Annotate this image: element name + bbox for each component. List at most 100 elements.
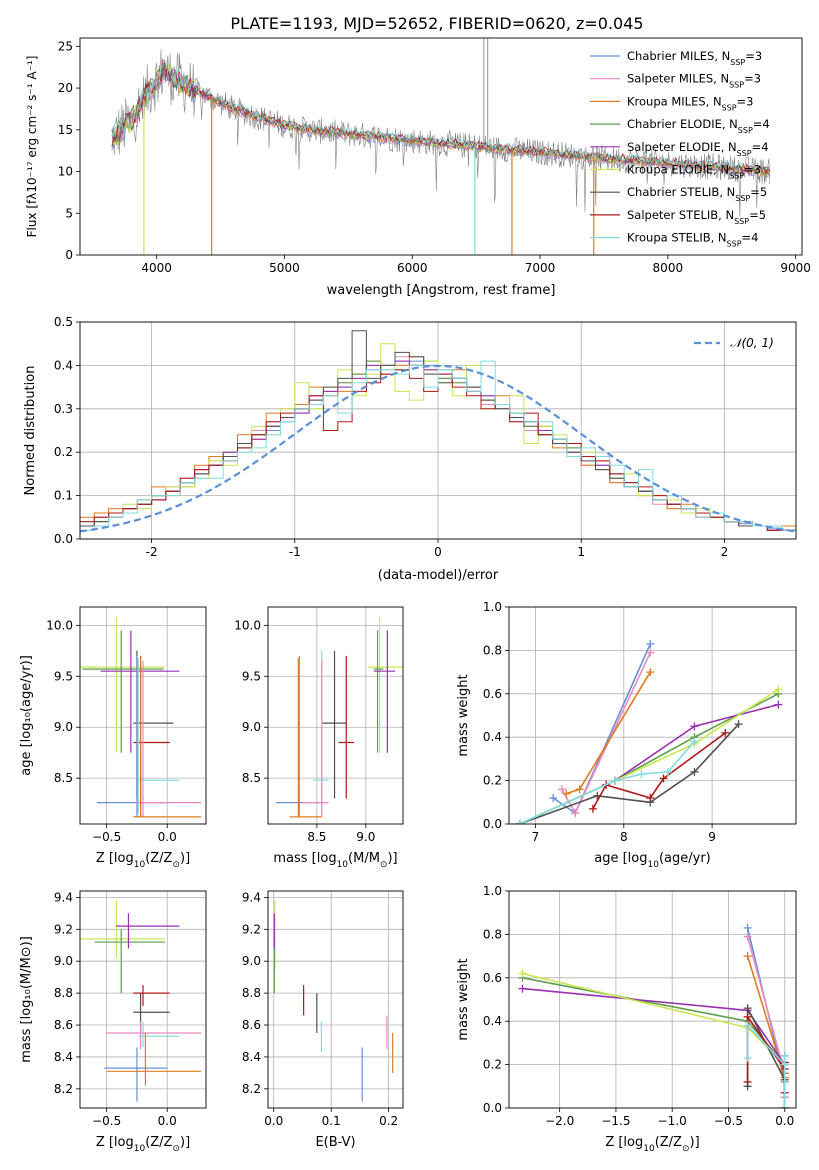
x-tick-label: 0.0 bbox=[158, 830, 177, 844]
y-tick-label: 5 bbox=[65, 206, 73, 220]
Z_vs_age-data bbox=[80, 617, 202, 818]
series-line bbox=[746, 927, 786, 1098]
y-tick-label: 10.0 bbox=[234, 618, 261, 632]
point-marker bbox=[780, 1104, 789, 1108]
mass_weight_vs_Z-xlabel: Z [log10(Z/Z⊙)] bbox=[605, 1135, 699, 1154]
point-marker bbox=[780, 1051, 789, 1060]
error-bar-point bbox=[133, 985, 170, 1006]
legend-label: Salpeter ELODIE, NSSP=4 bbox=[627, 140, 769, 158]
error-bar-point bbox=[135, 660, 202, 817]
legend-label: Chabrier ELODIE, NSSP=4 bbox=[627, 117, 770, 135]
legend-label: Chabrier STELIB, NSSP=5 bbox=[627, 185, 767, 203]
y-tick-label: 9.0 bbox=[54, 954, 73, 968]
y-tick-label: 9.2 bbox=[54, 922, 73, 936]
y-tick-label: 20 bbox=[58, 81, 73, 95]
y-tick-label: 0.2 bbox=[483, 774, 502, 788]
point-marker bbox=[774, 700, 783, 709]
x-tick-label: 9 bbox=[708, 830, 716, 844]
x-tick-label: -1 bbox=[289, 545, 301, 559]
point-marker bbox=[518, 969, 527, 978]
x-tick-label: 7000 bbox=[525, 261, 556, 275]
x-tick-label: −1.0 bbox=[658, 1114, 687, 1128]
error-bar-point bbox=[338, 655, 355, 799]
spectrum-legend: Chabrier MILES, NSSP=3 Salpeter MILES, NS… bbox=[590, 49, 770, 248]
y-tick-label: 8.6 bbox=[242, 1018, 261, 1032]
error-bar-point bbox=[373, 630, 396, 753]
Z_vs_mass-frame bbox=[79, 890, 207, 1109]
normal-distribution-curve bbox=[80, 364, 796, 533]
mass_weight_vs_age-axes: 7 8 9 0.0 0.2 0.4 0.6 0.8 1.0 bbox=[483, 600, 796, 844]
mass_vs_age-frame bbox=[267, 606, 404, 825]
series-line bbox=[519, 740, 696, 824]
y-tick-label: 9.0 bbox=[242, 720, 261, 734]
y-tick-label: 9.4 bbox=[242, 890, 261, 904]
error-bar-point bbox=[367, 617, 403, 753]
x-tick-label: 7 bbox=[532, 830, 540, 844]
x-tick-label: 9000 bbox=[780, 261, 811, 275]
spectrum-ylabel: Flux [fλ10⁻¹⁷ erg cm⁻² s⁻¹ A⁻¹] bbox=[25, 56, 39, 238]
x-tick-label: −2.0 bbox=[545, 1114, 574, 1128]
x-tick-label: 2 bbox=[721, 545, 729, 559]
point-marker bbox=[690, 767, 699, 776]
point-marker bbox=[721, 728, 730, 737]
model-curve bbox=[111, 62, 771, 175]
mass_weight_vs_age-frame bbox=[508, 606, 797, 825]
point-marker bbox=[743, 1012, 752, 1021]
error-bar-point bbox=[82, 630, 164, 753]
figure-title: PLATE=1193, MJD=52652, FIBERID=0620, z=0… bbox=[230, 14, 643, 33]
y-tick-label: 0.0 bbox=[54, 532, 73, 546]
x-tick-label: 0.0 bbox=[264, 1114, 283, 1128]
x-tick-label: 6000 bbox=[397, 261, 428, 275]
legend-label: Salpeter MILES, NSSP=3 bbox=[627, 72, 761, 90]
spectrum-data bbox=[111, 38, 771, 255]
y-tick-label: 25 bbox=[58, 39, 73, 53]
series-line bbox=[522, 972, 786, 1108]
mass_weight_vs_age-ylabel: mass weight bbox=[456, 674, 471, 756]
series-line bbox=[522, 977, 786, 1108]
x-tick-label: 0.0 bbox=[775, 1114, 794, 1128]
error-bar-point bbox=[100, 630, 180, 753]
legend-label: Kroupa MILES, NSSP=3 bbox=[627, 94, 753, 112]
point-marker bbox=[663, 767, 672, 776]
histogram-ylabel: Normed distribution bbox=[23, 366, 38, 496]
histogram-xlabel: (data-model)/error bbox=[378, 568, 499, 583]
spectrum-frame bbox=[79, 37, 803, 256]
residual_histogram-axes: -2 -1 0 1 2 0.0 0.1 0.2 0.3 0.4 0.5 bbox=[54, 315, 796, 559]
y-tick-label: 9.0 bbox=[54, 720, 73, 734]
error-bar-point bbox=[138, 1021, 180, 1048]
point-marker bbox=[646, 668, 655, 677]
histogram-step bbox=[80, 360, 796, 531]
error-bar-point bbox=[313, 650, 329, 814]
y-tick-label: 8.2 bbox=[242, 1082, 261, 1096]
x-tick-label: 4000 bbox=[141, 261, 172, 275]
error-bar-point bbox=[373, 630, 384, 753]
series-line bbox=[552, 643, 652, 815]
mass_weight_vs_Z-frame bbox=[508, 890, 797, 1109]
y-tick-label: 8.2 bbox=[54, 1082, 73, 1096]
y-tick-label: 9.0 bbox=[242, 954, 261, 968]
point-marker bbox=[610, 776, 619, 785]
y-tick-label: 0.1 bbox=[54, 489, 73, 503]
Z_vs_mass-ylabel: mass [log₁₀(M/M⊙)] bbox=[19, 936, 34, 1063]
y-tick-label: 0.4 bbox=[483, 730, 502, 744]
x-tick-label: 5000 bbox=[269, 261, 300, 275]
y-tick-label: 0.5 bbox=[54, 315, 73, 329]
y-tick-label: 0.4 bbox=[54, 358, 73, 372]
y-tick-label: 1.0 bbox=[483, 600, 502, 614]
EBV_vs_mass-data bbox=[273, 900, 394, 1102]
error-bar-point bbox=[80, 900, 165, 959]
y-tick-label: 8.8 bbox=[242, 986, 261, 1000]
Z_vs_mass-xlabel: Z [log10(Z/Z⊙)] bbox=[96, 1135, 190, 1154]
spectrum-xlabel: wavelength [Angstrom, rest frame] bbox=[327, 283, 556, 298]
x-tick-label: 0.2 bbox=[379, 1114, 398, 1128]
mass_vs_age-data bbox=[275, 617, 403, 818]
y-tick-label: 9.5 bbox=[54, 669, 73, 683]
y-tick-label: 8.6 bbox=[54, 1018, 73, 1032]
x-tick-label: 0.0 bbox=[158, 1114, 177, 1128]
point-marker bbox=[646, 648, 655, 657]
mass_weight_vs_Z-axes: −2.0 −1.5 −1.0 −0.5 0.0 0.0 0.2 0.4 0.6 0.8 1.0 bbox=[483, 884, 796, 1128]
error-bar-point bbox=[116, 913, 180, 949]
point-marker bbox=[743, 1021, 752, 1030]
point-marker bbox=[575, 785, 584, 794]
point-marker bbox=[659, 774, 668, 783]
